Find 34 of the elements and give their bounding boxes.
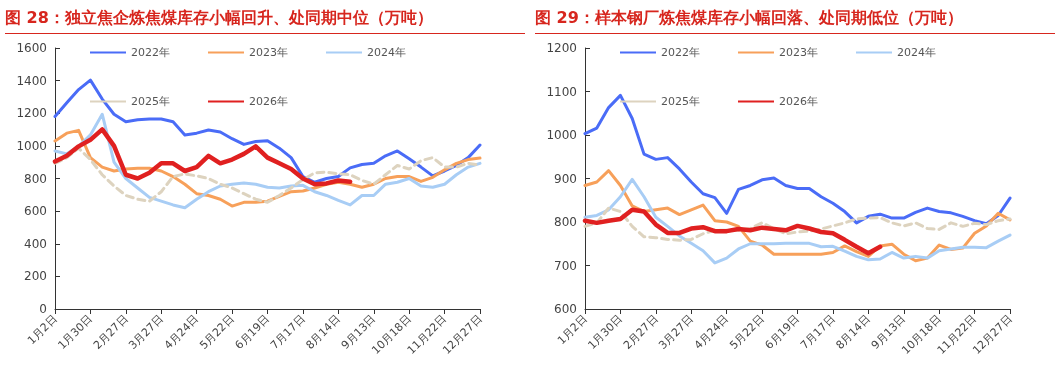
y-tick-label: 1400 [16, 73, 47, 88]
y-tick-label: 900 [554, 171, 577, 186]
legend-label: 2022年 [661, 46, 700, 59]
legend-label: 2026年 [778, 95, 818, 108]
y-tick-label: 0 [39, 302, 47, 316]
legend-label: 2024年 [896, 46, 936, 59]
legend-label: 2025年 [131, 95, 170, 108]
line-series [582, 207, 883, 256]
chart-title: 图 29：样本钢厂炼焦煤库存小幅回落、处同期低位（万吨） [535, 0, 1055, 34]
x-tick-label: 5月22日 [727, 312, 767, 352]
x-tick-label: 5月22日 [197, 312, 237, 352]
legend-label: 2023年 [248, 46, 288, 59]
legend-label: 2022年 [131, 46, 170, 59]
y-tick-label: 600 [554, 302, 577, 316]
y-tick-label: 1600 [16, 41, 47, 55]
y-tick-label: 1200 [546, 41, 577, 55]
y-tick-label: 800 [24, 171, 47, 186]
y-tick-label: 1000 [16, 138, 47, 153]
y-tick-label: 600 [24, 204, 47, 219]
legend-label: 2025年 [661, 95, 700, 108]
legend-label: 2024年 [366, 46, 406, 59]
y-tick-label: 400 [24, 236, 47, 251]
y-tick-label: 200 [24, 269, 47, 284]
line-series [52, 127, 353, 187]
y-tick-label: 1000 [546, 128, 577, 142]
line-series [583, 206, 1012, 242]
legend-label: 2023年 [778, 46, 818, 59]
legend-label: 2026年 [248, 95, 288, 108]
y-tick-label: 800 [554, 215, 577, 229]
y-tick-label: 700 [554, 258, 577, 273]
line-series [583, 93, 1012, 226]
y-tick-label: 1100 [546, 84, 577, 99]
chart-title: 图 28：独立焦企炼焦煤库存小幅回升、处同期中位（万吨） [5, 0, 525, 34]
y-tick-label: 1200 [16, 106, 47, 121]
